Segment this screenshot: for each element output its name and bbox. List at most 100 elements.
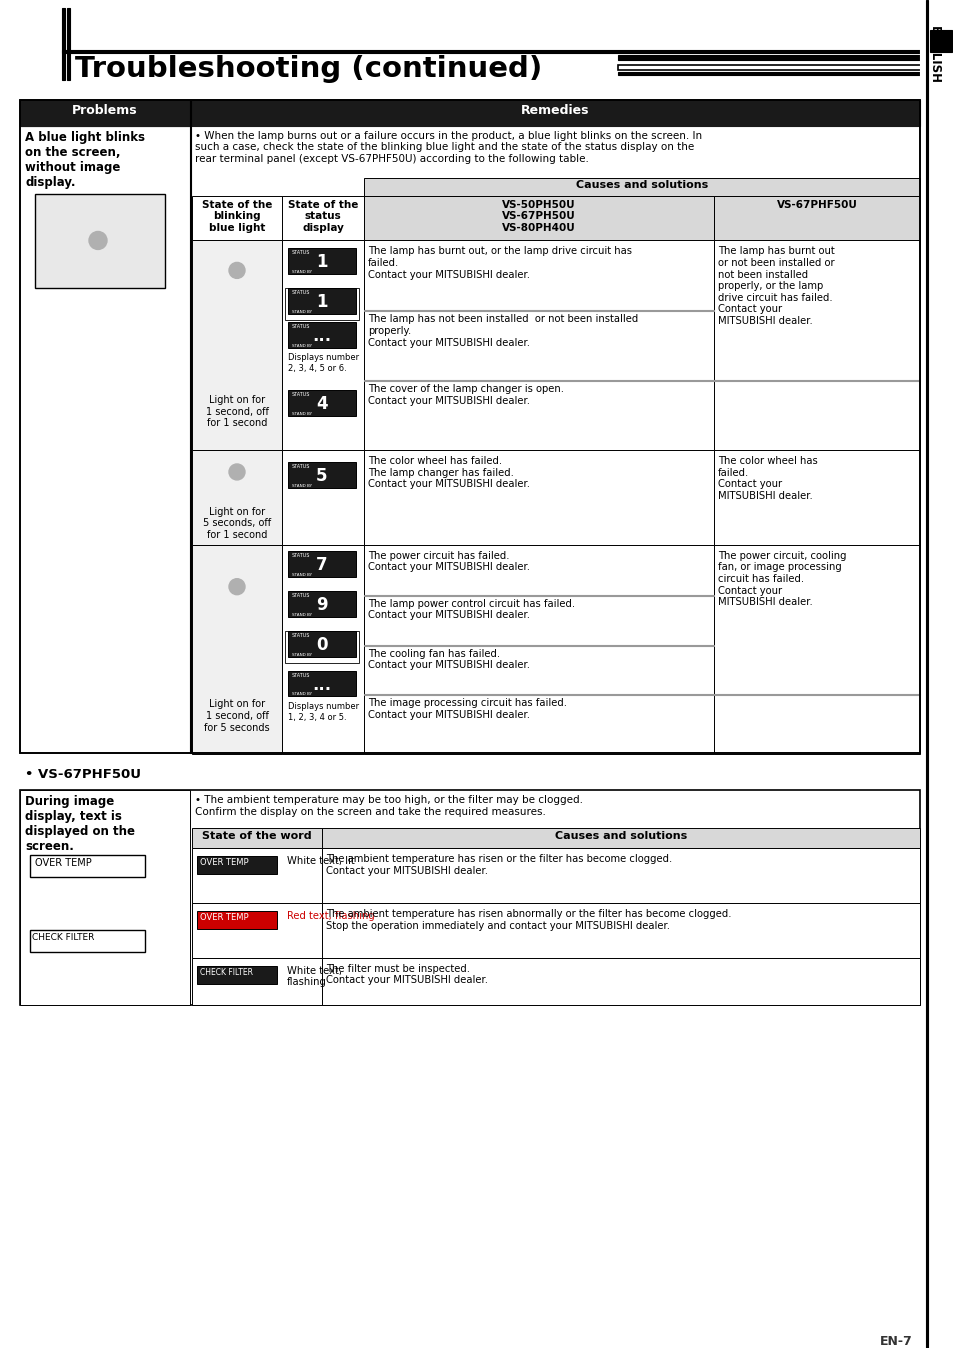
Bar (20, 100, 190, 126)
Bar (282, 240, 364, 450)
Text: A blue light blinks
on the screen,
without image
display.: A blue light blinks on the screen, witho… (25, 131, 145, 189)
Bar (288, 631, 355, 657)
Text: STAND BY: STAND BY (292, 270, 312, 274)
Text: White text, lit: White text, lit (287, 857, 355, 866)
Bar (192, 196, 282, 240)
Text: The ambient temperature has risen abnormally or the filter has become clogged.
S: The ambient temperature has risen abnorm… (326, 909, 731, 931)
Text: STAND BY: STAND BY (292, 311, 312, 315)
Bar (713, 240, 919, 450)
Text: Light on for
1 second, off
for 1 second: Light on for 1 second, off for 1 second (205, 394, 268, 428)
Text: STAND BY: STAND BY (292, 412, 312, 416)
Text: OVER TEMP: OVER TEMP (200, 913, 249, 921)
Bar (288, 249, 355, 274)
Bar (288, 323, 355, 349)
Text: STAND BY: STAND BY (292, 484, 312, 488)
Bar (713, 544, 919, 754)
Text: CHECK FILTER: CHECK FILTER (200, 967, 253, 977)
Bar (927, 0, 953, 1348)
Text: OVER TEMP: OVER TEMP (200, 858, 249, 867)
Bar (285, 631, 358, 662)
Text: Causes and solutions: Causes and solutions (555, 831, 686, 842)
Bar (196, 966, 276, 984)
Circle shape (229, 463, 245, 480)
Bar (192, 450, 282, 544)
Circle shape (229, 578, 245, 594)
Bar (713, 450, 919, 544)
Bar (288, 462, 355, 488)
Bar (30, 855, 145, 877)
Text: State of the word: State of the word (202, 831, 312, 842)
Bar (364, 544, 713, 754)
Text: The lamp has burnt out
or not been installed or
not been installed
properly, or : The lamp has burnt out or not been insta… (718, 246, 834, 326)
Text: STATUS: STATUS (292, 593, 310, 597)
Text: The cooling fan has failed.
Contact your MITSUBISHI dealer.: The cooling fan has failed. Contact your… (368, 648, 530, 670)
Text: Light on for
1 second, off
for 5 seconds: Light on for 1 second, off for 5 seconds (204, 700, 270, 732)
Text: ...: ... (313, 676, 332, 693)
Bar (282, 544, 364, 754)
Bar (196, 857, 276, 874)
Bar (282, 196, 364, 240)
Text: The filter must be inspected.
Contact your MITSUBISHI dealer.: The filter must be inspected. Contact yo… (326, 963, 488, 985)
Text: STATUS: STATUS (292, 290, 310, 296)
Text: The color wheel has
failed.
Contact your
MITSUBISHI dealer.: The color wheel has failed. Contact your… (718, 457, 817, 501)
Text: • VS-67PHF50U: • VS-67PHF50U (25, 769, 141, 781)
Text: STAND BY: STAND BY (292, 345, 312, 349)
Bar (192, 902, 322, 958)
Bar (364, 450, 713, 544)
Text: • The ambient temperature may be too high, or the filter may be clogged.
Confirm: • The ambient temperature may be too hig… (194, 796, 582, 817)
Text: State of the
status
display: State of the status display (288, 200, 357, 232)
Bar (192, 958, 322, 1005)
Bar (35, 193, 165, 288)
Bar (925, 0, 927, 1348)
Bar (364, 240, 713, 450)
Text: 7: 7 (315, 555, 328, 574)
Bar (282, 450, 364, 544)
Text: The lamp has burnt out, or the lamp drive circuit has
failed.
Contact your MITSU: The lamp has burnt out, or the lamp driv… (368, 246, 631, 280)
Text: 4: 4 (315, 394, 328, 413)
Text: Displays number
1, 2, 3, 4 or 5.: Displays number 1, 2, 3, 4 or 5. (288, 703, 358, 721)
Text: 1: 1 (315, 254, 328, 272)
Text: Light on for
5 seconds, off
for 1 second: Light on for 5 seconds, off for 1 second (203, 507, 271, 540)
Text: The lamp power control circuit has failed.
Contact your MITSUBISHI dealer.: The lamp power control circuit has faile… (368, 598, 575, 620)
Text: STAND BY: STAND BY (292, 612, 312, 616)
Text: Remedies: Remedies (520, 104, 589, 116)
Text: The ambient temperature has risen or the filter has become clogged.
Contact your: The ambient temperature has risen or the… (326, 854, 672, 875)
Bar (618, 65, 923, 70)
Bar (713, 196, 919, 240)
Circle shape (89, 231, 107, 250)
Text: White text,
flashing: White text, flashing (287, 966, 341, 988)
Text: 1: 1 (315, 293, 328, 311)
Text: STATUS: STATUS (292, 250, 310, 255)
Text: STATUS: STATUS (292, 324, 310, 330)
Bar (288, 670, 355, 697)
Bar (20, 100, 919, 754)
Bar (322, 848, 919, 902)
Text: 5: 5 (315, 467, 328, 485)
Bar (192, 828, 322, 848)
Text: The color wheel has failed.
The lamp changer has failed.
Contact your MITSUBISHI: The color wheel has failed. The lamp cha… (368, 457, 530, 489)
Text: Displays number
2, 3, 4, 5 or 6.: Displays number 2, 3, 4, 5 or 6. (288, 353, 358, 373)
Text: 0: 0 (315, 635, 328, 654)
Bar (288, 590, 355, 616)
Text: Problems: Problems (72, 104, 137, 116)
Bar (322, 958, 919, 1005)
Bar (192, 240, 282, 450)
Text: STATUS: STATUS (292, 553, 310, 558)
Text: • When the lamp burns out or a failure occurs in the product, a blue light blink: • When the lamp burns out or a failure o… (194, 131, 701, 163)
Bar (192, 848, 322, 902)
Bar (190, 100, 191, 754)
Text: State of the
blinking
blue light: State of the blinking blue light (202, 200, 272, 232)
Bar (196, 911, 276, 929)
Bar (62, 50, 921, 53)
Text: The cover of the lamp changer is open.
Contact your MITSUBISHI dealer.: The cover of the lamp changer is open. C… (368, 384, 563, 405)
Bar (288, 390, 355, 416)
Text: Troubleshooting (continued): Troubleshooting (continued) (75, 55, 541, 82)
Text: The lamp has not been installed  or not been installed
properly.
Contact your MI: The lamp has not been installed or not b… (368, 315, 638, 347)
Bar (62, 8, 65, 80)
Text: Red text, flashing: Red text, flashing (287, 911, 375, 921)
Bar (288, 551, 355, 577)
Bar (618, 55, 923, 59)
Bar (364, 177, 919, 196)
Text: 9: 9 (315, 596, 328, 613)
Bar (20, 790, 919, 1005)
